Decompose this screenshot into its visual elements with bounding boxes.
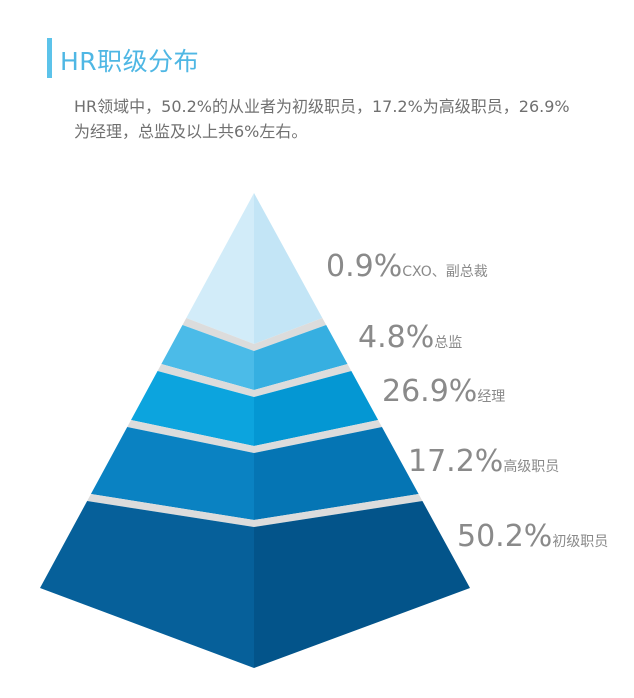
tier-2-right-face <box>254 325 348 390</box>
tier-separator <box>87 494 423 527</box>
tier-4-right-face <box>254 427 419 520</box>
tier-5-name: 初级职员 <box>552 533 608 550</box>
tier-3-left-face <box>131 371 254 446</box>
tier-1-right-face <box>254 193 323 344</box>
tier-2-name: 总监 <box>434 335 462 351</box>
tier-5-value: 50.2% <box>457 519 552 554</box>
tier-1-label: 0.9%CXO、副总裁 <box>326 249 488 284</box>
tier-separator <box>127 420 382 453</box>
page-title: HR职级分布 <box>60 47 200 76</box>
tier-1-value: 0.9% <box>326 249 402 284</box>
tier-4-label: 17.2%高级职员 <box>408 444 559 479</box>
tier-1-name: CXO、副总裁 <box>402 264 488 280</box>
tier-4-left-face <box>90 427 255 520</box>
tier-2-value: 4.8% <box>358 320 434 355</box>
tier-5-left-face <box>40 501 254 668</box>
tier-4-name: 高级职员 <box>503 458 559 475</box>
tier-3-value: 26.9% <box>382 374 477 409</box>
tier-2-label: 4.8%总监 <box>358 320 462 355</box>
description-text: HR领域中，50.2%的从业者为初级职员，17.2%为高级职员，26.9%为经理… <box>74 97 570 141</box>
tier-1-left-face <box>186 193 254 344</box>
tier-3-label: 26.9%经理 <box>382 374 505 409</box>
title-accent-bar <box>47 38 52 78</box>
tier-2-left-face <box>161 325 254 390</box>
tier-4-value: 17.2% <box>408 444 503 479</box>
tier-separator <box>157 364 352 397</box>
tier-3-name: 经理 <box>477 389 505 405</box>
tier-5-right-face <box>254 501 470 668</box>
tier-3-right-face <box>254 371 379 446</box>
tier-separator <box>182 318 327 351</box>
tier-5-label: 50.2%初级职员 <box>457 519 608 554</box>
